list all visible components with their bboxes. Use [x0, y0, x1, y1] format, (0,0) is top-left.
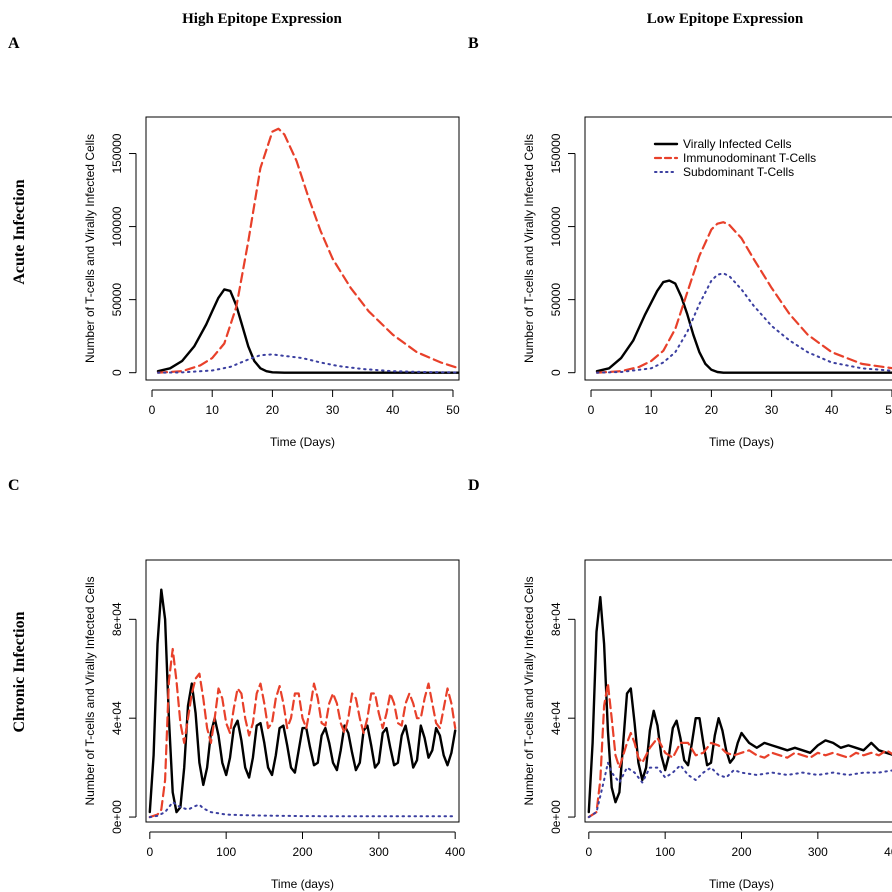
series-line-1: [587, 682, 892, 819]
x-tick-label: 40: [386, 403, 400, 417]
x-tick-label: 200: [292, 845, 312, 859]
y-axis-label: Number of T-cells and Virally Infected C…: [83, 134, 97, 363]
series-line-2: [157, 353, 459, 374]
x-tick-label: 30: [326, 403, 340, 417]
x-tick-label: 20: [266, 403, 280, 417]
panel-letter-b: B: [468, 35, 479, 52]
series-line-0: [148, 588, 457, 814]
series-line-1: [148, 647, 457, 819]
y-tick-label: 8e+04: [549, 602, 563, 636]
x-tick-label: 50: [446, 403, 460, 417]
y-axis-label: Number of T-cells and Virally Infected C…: [522, 577, 536, 806]
series-line-2: [148, 801, 457, 819]
x-tick-label: 400: [884, 845, 892, 859]
x-axis-label: Time (Days): [709, 877, 774, 891]
x-tick-label: 40: [825, 403, 839, 417]
y-axis-label: Number of T-cells and Virally Infected C…: [83, 577, 97, 806]
y-tick-label: 100000: [110, 206, 124, 246]
y-tick-label: 0e+00: [110, 800, 124, 834]
legend-entry-2: Subdominant T-Cells: [683, 165, 794, 179]
x-tick-label: 200: [731, 845, 751, 859]
series-line-0: [587, 595, 892, 814]
y-tick-label: 50000: [110, 283, 124, 317]
y-axis-label: Number of T-cells and Virally Infected C…: [522, 134, 536, 363]
y-tick-label: 8e+04: [110, 602, 124, 636]
y-tick-label: 50000: [549, 283, 563, 317]
plot-frame: [584, 559, 892, 823]
x-tick-label: 0: [146, 845, 153, 859]
x-axis-label: Time (days): [271, 877, 334, 891]
legend-entry-0: Virally Infected Cells: [683, 137, 792, 151]
x-tick-label: 0: [149, 403, 156, 417]
x-tick-label: 20: [705, 403, 719, 417]
x-axis-label: Time (Days): [270, 435, 335, 449]
panel-a-plot: 0 10 20 30 40 50 0 50000 100000 150000 Time (Days)…: [83, 116, 460, 449]
plot-frame: [145, 559, 460, 823]
x-tick-label: 10: [645, 403, 659, 417]
x-tick-label: 50: [885, 403, 892, 417]
panel-letter-d: D: [468, 477, 480, 494]
panel-letter-a: A: [8, 35, 20, 52]
y-tick-label: 100000: [549, 206, 563, 246]
series-line-1: [595, 221, 892, 374]
series-line-0: [156, 288, 459, 374]
y-tick-label: 0: [110, 369, 124, 376]
y-tick-label: 4e+04: [549, 701, 563, 735]
panel-letter-c: C: [8, 477, 20, 494]
series-line-2: [596, 272, 892, 374]
plot-frame: [145, 116, 460, 381]
x-tick-label: 100: [216, 845, 236, 859]
x-tick-label: 300: [808, 845, 828, 859]
y-tick-label: 150000: [549, 133, 563, 173]
panel-b-plot: 0 10 20 30 40 50 0 50000 100000 150000 Time (Days)…: [522, 116, 892, 449]
x-tick-label: 10: [206, 403, 220, 417]
x-tick-label: 100: [655, 845, 675, 859]
x-axis-label: Time (Days): [709, 435, 774, 449]
plot-frame: [584, 116, 892, 381]
panel-d-plot: 0 100 200 300 400 0e+00 4e+04 8e+04 Time (Days) N…: [522, 559, 892, 891]
series-line-0: [595, 279, 892, 374]
series-line-1: [156, 127, 459, 374]
x-tick-label: 400: [445, 845, 465, 859]
x-tick-label: 0: [585, 845, 592, 859]
y-tick-label: 4e+04: [110, 701, 124, 735]
x-tick-label: 300: [369, 845, 389, 859]
x-tick-label: 0: [588, 403, 595, 417]
row-title-chronic: Chronic Infection: [11, 611, 28, 732]
panel-c-plot: 0 100 200 300 400 0e+00 4e+04 8e+04 Time (days) N…: [83, 559, 466, 891]
series-line-2: [587, 761, 892, 819]
column-title-low: Low Epitope Expression: [647, 11, 804, 27]
y-tick-label: 0e+00: [549, 800, 563, 834]
row-title-acute: Acute Infection: [11, 179, 28, 284]
y-tick-label: 0: [549, 369, 563, 376]
column-title-high: High Epitope Expression: [182, 11, 342, 27]
y-tick-label: 150000: [110, 133, 124, 173]
legend-entry-1: Immunodominant T-Cells: [683, 151, 816, 165]
x-tick-label: 30: [765, 403, 779, 417]
